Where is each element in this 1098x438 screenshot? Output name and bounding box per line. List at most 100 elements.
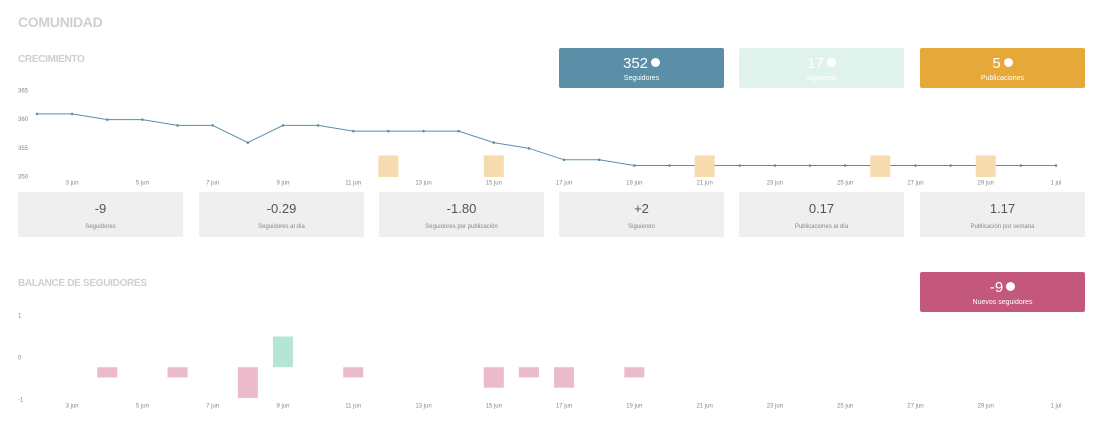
- bar: [975, 155, 996, 177]
- x-tick-label: 25 jun: [837, 404, 853, 410]
- bar: [237, 367, 258, 398]
- point: [597, 158, 601, 162]
- point: [422, 129, 425, 133]
- bar: [97, 367, 118, 378]
- x-tick-label: 29 jun: [978, 404, 994, 410]
- metric-box: -0.29 Seguidores al día: [199, 192, 364, 237]
- bar: [378, 155, 399, 177]
- point: [387, 129, 390, 133]
- point: [773, 164, 777, 167]
- x-tick-label: 7 jun: [206, 404, 219, 410]
- stat-value: 352: [559, 55, 724, 72]
- point: [1019, 164, 1023, 167]
- point: [141, 118, 144, 121]
- metric-box: -1.80 Seguidores por publicación: [379, 192, 544, 237]
- y-tick-label: 360: [18, 117, 29, 123]
- x-tick-label: 5 jun: [136, 181, 149, 187]
- point: [246, 141, 250, 144]
- x-tick-label: 19 jun: [626, 404, 642, 410]
- x-tick-label: 1 jul: [1050, 404, 1061, 410]
- metric-label: Publicación por semana: [970, 224, 1035, 230]
- icon: [1006, 282, 1016, 291]
- metric-label: Publicaciones al día: [794, 224, 849, 230]
- stat-card: 17 Siguiendo: [739, 48, 904, 88]
- stat-value: 5: [920, 55, 1085, 72]
- bar: [483, 155, 504, 177]
- x-tick-label: 3 jun: [66, 181, 79, 187]
- x-tick-label: 15 jun: [486, 404, 502, 410]
- point: [738, 164, 742, 167]
- x-tick-label: 13 jun: [415, 181, 431, 187]
- x-tick-label: 17 jun: [556, 181, 572, 187]
- point: [914, 164, 917, 167]
- metric-box: +2 Siguiendo: [559, 192, 724, 237]
- stat-label: Publicaciones: [980, 75, 1025, 82]
- line: [37, 113, 1056, 167]
- x-tick-label: 3 jun: [66, 404, 79, 410]
- x-tick-label: 25 jun: [837, 181, 853, 187]
- metric-value: 1.17: [989, 201, 1016, 216]
- metric-box: 1.17 Publicación por semana: [920, 192, 1085, 237]
- point: [668, 164, 671, 167]
- x-tick-label: 7 jun: [206, 181, 219, 187]
- x-tick-label: 23 jun: [767, 181, 783, 187]
- metric-label: Siguiendo: [628, 224, 655, 230]
- x-tick-label: 21 jun: [696, 404, 712, 410]
- y-tick-label: 350: [18, 175, 29, 181]
- x-tick-label: 17 jun: [556, 404, 572, 410]
- stat-number: -9: [989, 279, 1004, 296]
- point: [527, 147, 531, 150]
- point: [35, 112, 39, 116]
- point: [843, 164, 847, 167]
- bar: [554, 367, 575, 388]
- point: [211, 124, 214, 127]
- metric-value: -9: [94, 201, 107, 216]
- point: [176, 124, 179, 127]
- point: [316, 124, 320, 127]
- point: [562, 158, 566, 162]
- point: [949, 164, 952, 167]
- metric-value: 0.17: [808, 201, 835, 216]
- x-tick-label: 19 jun: [626, 181, 642, 187]
- icon: [1003, 58, 1013, 67]
- metric-label: Seguidores: [85, 224, 116, 230]
- x-tick-label: 27 jun: [907, 181, 923, 187]
- x-tick-label: 23 jun: [767, 404, 783, 410]
- point: [808, 164, 812, 167]
- point: [492, 141, 496, 144]
- section-heading: BALANCE DE SEGUIDORES: [18, 278, 147, 289]
- bar: [167, 367, 188, 378]
- metric-label: Seguidores por publicación: [425, 224, 498, 230]
- x-tick-label: 29 jun: [978, 181, 994, 187]
- point: [70, 112, 74, 116]
- x-tick-label: 11 jun: [345, 404, 361, 410]
- icon: [826, 58, 836, 67]
- bar: [694, 155, 715, 177]
- section-heading: CRECIMIENTO: [18, 54, 85, 65]
- x-tick-label: 21 jun: [696, 181, 712, 187]
- x-tick-label: 9 jun: [276, 404, 289, 410]
- stat-card: 5 Publicaciones: [920, 48, 1085, 88]
- stat-card: 352 Seguidores: [559, 48, 724, 88]
- point: [105, 118, 109, 121]
- y-tick-label: 365: [18, 89, 29, 95]
- bar: [343, 367, 364, 378]
- metric-value: -1.80: [446, 201, 477, 216]
- x-tick-label: 27 jun: [907, 404, 923, 410]
- metric-label: Seguidores al día: [258, 224, 305, 230]
- stat-value: 17: [739, 55, 904, 72]
- page-heading: COMUNIDAD: [18, 14, 103, 30]
- icon: [651, 58, 661, 67]
- point: [281, 124, 285, 127]
- stat-card: -9 Nuevos seguidores: [920, 272, 1085, 312]
- bar: [870, 155, 891, 177]
- stat-value: -9: [920, 279, 1085, 296]
- stat-number: 352: [622, 55, 649, 72]
- bar: [624, 367, 645, 378]
- point: [1054, 164, 1058, 167]
- x-tick-label: 9 jun: [276, 181, 289, 187]
- point: [633, 164, 636, 167]
- y-tick-label: -1: [18, 398, 24, 404]
- bar: [483, 367, 504, 388]
